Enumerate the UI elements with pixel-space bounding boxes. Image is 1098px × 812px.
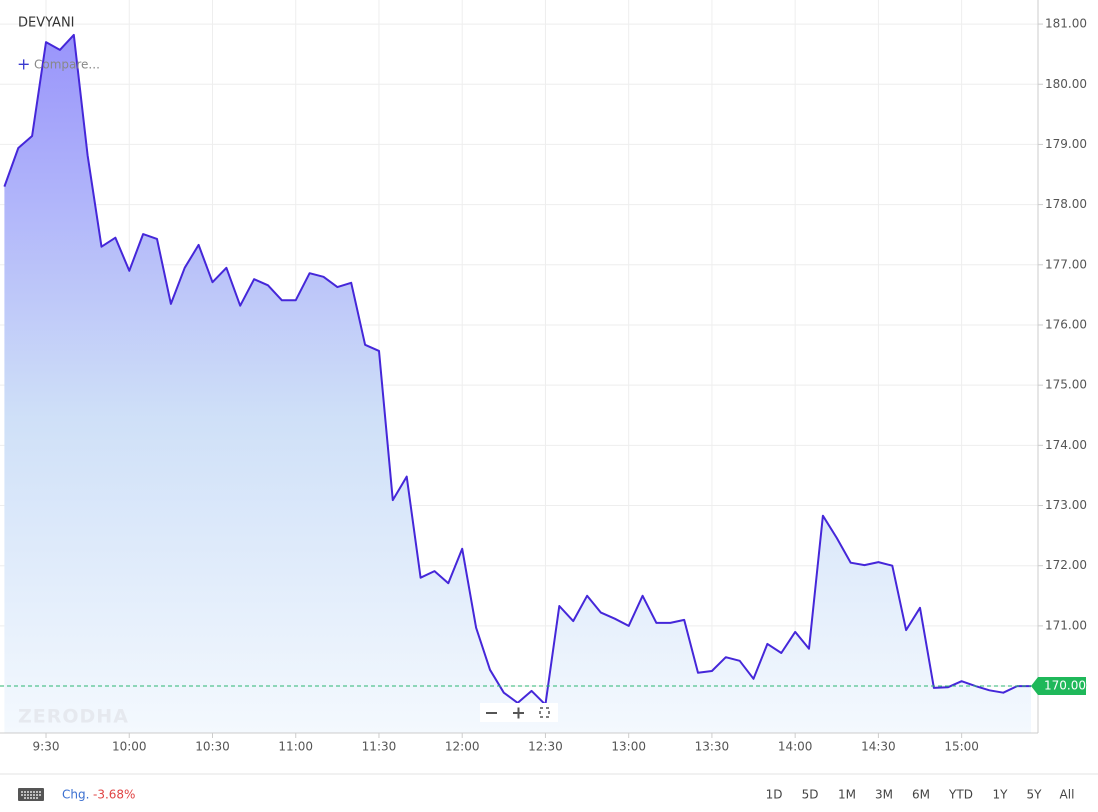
y-tick-label: 175.00 xyxy=(1045,378,1087,392)
y-tick-label: 171.00 xyxy=(1045,618,1087,632)
x-tick-label: 9:30 xyxy=(33,740,60,754)
x-tick-label: 12:30 xyxy=(528,740,563,754)
zoom-in[interactable] xyxy=(513,707,524,719)
watermark: ZERODHA xyxy=(18,706,129,728)
compare-button[interactable]: + Compare... xyxy=(17,55,100,74)
y-tick-label: 173.00 xyxy=(1045,498,1087,512)
range-button[interactable]: 1M xyxy=(838,788,856,802)
chart-title: DEVYANI xyxy=(18,16,75,31)
x-tick-label: 10:30 xyxy=(195,740,230,754)
y-tick-label: 180.00 xyxy=(1045,77,1087,91)
y-tick-label: 172.00 xyxy=(1045,558,1087,572)
x-tick-label: 13:00 xyxy=(611,740,646,754)
keyboard-keys xyxy=(21,791,41,799)
plus-icon: + xyxy=(17,55,30,74)
last-price-label: 170.00 xyxy=(1044,679,1086,693)
y-tick-label: 174.00 xyxy=(1045,438,1087,452)
range-button[interactable]: 1D xyxy=(766,788,783,802)
range-button[interactable]: 1Y xyxy=(993,788,1009,802)
x-tick-label: 14:30 xyxy=(861,740,896,754)
range-button[interactable]: 5Y xyxy=(1027,788,1043,802)
x-tick-label: 10:00 xyxy=(112,740,147,754)
range-button[interactable]: 3M xyxy=(875,788,893,802)
compare-label: Compare... xyxy=(34,58,100,72)
y-tick-label: 177.00 xyxy=(1045,257,1087,271)
last-price-tag xyxy=(1031,677,1086,696)
x-tick-label: 12:00 xyxy=(445,740,480,754)
x-tick-label: 13:30 xyxy=(695,740,730,754)
zoom-controls xyxy=(480,703,558,722)
area xyxy=(4,34,1031,733)
change-value: -3.68% xyxy=(93,788,135,802)
range-button[interactable]: YTD xyxy=(948,788,973,802)
change-label: Chg. xyxy=(62,788,89,802)
x-tick-label: 11:00 xyxy=(278,740,313,754)
range-button[interactable]: 6M xyxy=(912,788,930,802)
price-line xyxy=(3,33,1031,706)
keyboard-icon[interactable] xyxy=(18,788,44,801)
y-tick-label: 181.00 xyxy=(1045,17,1087,31)
fullscreen[interactable] xyxy=(539,707,550,718)
x-tick-label: 15:00 xyxy=(944,740,979,754)
x-tick-label: 11:30 xyxy=(362,740,397,754)
x-tick-label: 14:00 xyxy=(778,740,813,754)
range-button[interactable]: 5D xyxy=(802,788,819,802)
y-tick-label: 178.00 xyxy=(1045,197,1087,211)
y-tick-label: 179.00 xyxy=(1045,137,1087,151)
y-tick-label: 176.00 xyxy=(1045,317,1087,331)
range-button[interactable]: All xyxy=(1060,788,1075,802)
